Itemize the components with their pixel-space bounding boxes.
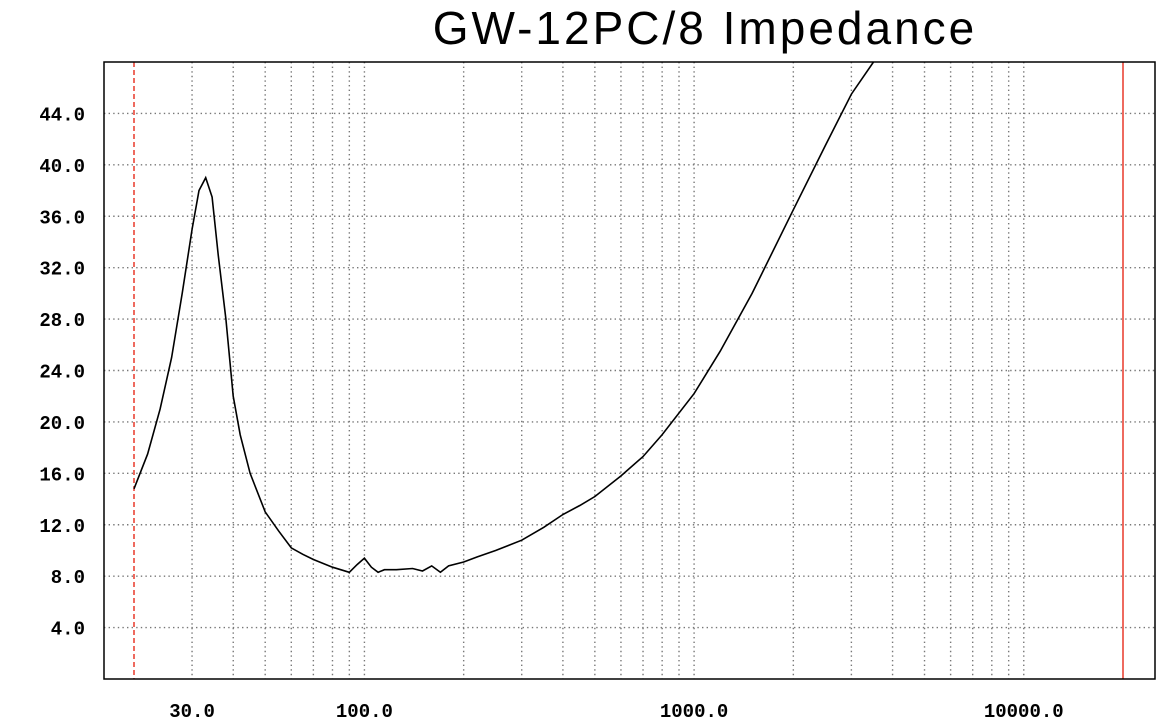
x-tick-label: 30.0: [169, 701, 215, 723]
y-tick-label: 8.0: [51, 567, 85, 589]
grid-lines: [104, 62, 1155, 679]
y-tick-label: 40.0: [39, 156, 85, 178]
impedance-curve: [133, 61, 875, 574]
chart-title: GW-12PC/8 Impedance: [432, 2, 978, 54]
plot-frame: [103, 61, 1156, 680]
y-tick-label: 24.0: [39, 362, 85, 384]
y-tick-label: 12.0: [39, 516, 85, 538]
y-tick-label: 20.0: [39, 413, 85, 435]
y-tick-label: 32.0: [39, 259, 85, 281]
y-tick-label: 36.0: [39, 207, 85, 229]
range-markers: [133, 62, 1124, 679]
x-tick-label: 10000.0: [984, 701, 1064, 723]
y-tick-label: 44.0: [39, 104, 85, 126]
x-tick-label: 100.0: [336, 701, 393, 723]
x-axis-ticks: 30.0 100.0 1000.0 10000.0: [169, 701, 1063, 723]
y-tick-label: 4.0: [51, 619, 85, 641]
x-tick-label: 1000.0: [660, 701, 728, 723]
y-tick-label: 28.0: [39, 310, 85, 332]
y-axis-ticks: 4.0 8.0 12.0 16.0 20.0 24.0 28.0 32.0 36.0 40.0 44…: [39, 104, 85, 640]
y-tick-label: 16.0: [39, 464, 85, 486]
